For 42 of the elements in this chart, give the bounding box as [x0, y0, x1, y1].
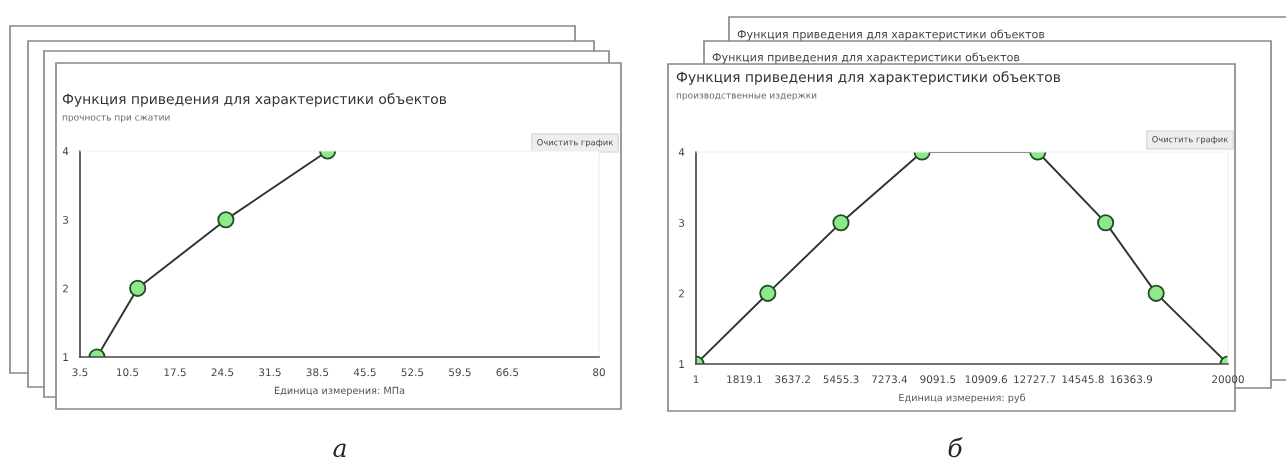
y-tick-label: 1: [63, 353, 68, 361]
x-tick-label: 16363.9: [1110, 375, 1153, 384]
chart-subtitle: производственные издержки: [676, 93, 817, 101]
text: а: [333, 443, 346, 458]
y-tick-label: 3: [63, 215, 69, 224]
chart-title: Функция приведения для характеристики объектов: [62, 93, 447, 107]
x-tick-label: 3637.2: [775, 375, 810, 384]
x-tick-label: 12727.7: [1014, 375, 1056, 384]
text: Функция приведения для характеристики объектов: [737, 29, 1045, 41]
x-tick-label: 5455.3: [823, 375, 859, 384]
x-tick-label: 1: [693, 375, 699, 384]
y-tick-label: 4: [678, 148, 685, 156]
x-tick-label: 38.5: [306, 368, 329, 377]
x-tick-label: 20000: [1212, 375, 1244, 384]
x-tick-label: 59.5: [449, 368, 471, 377]
x-tick-label: 31.5: [259, 368, 281, 377]
x-tick-label: 1819.1: [727, 375, 762, 384]
x-tick-label: 14545.8: [1062, 375, 1104, 384]
y-tick-label: 3: [679, 218, 685, 227]
x-axis-title: Единица измерения: руб: [899, 393, 1026, 404]
y-tick-label: 4: [62, 147, 69, 155]
y-tick-label: 2: [63, 284, 68, 293]
x-tick-label: 66.5: [496, 368, 519, 377]
text: Очистить график: [1152, 136, 1228, 145]
y-tick-label: 2: [679, 289, 684, 298]
y-tick-label: 1: [679, 360, 684, 368]
x-tick-label: 10909.6: [965, 375, 1008, 384]
x-tick-label: 9091.5: [920, 375, 956, 384]
chart-title: Функция приведения для характеристики объектов: [676, 71, 1061, 85]
x-tick-label: 52.5: [401, 368, 424, 377]
text: Функция приведения для характеристики объектов: [712, 52, 1020, 64]
x-axis-title: Единица измерения: МПа: [274, 386, 405, 396]
x-tick-label: 45.5: [353, 368, 376, 377]
x-tick-label: 17.5: [164, 368, 186, 377]
text: Очистить график: [537, 139, 613, 148]
chart-subtitle: прочность при сжатии: [62, 115, 170, 123]
x-tick-label: 80: [593, 368, 605, 377]
x-tick-label: 24.5: [211, 368, 234, 377]
x-tick-label: 10.5: [117, 368, 139, 377]
x-tick-label: 3.5: [72, 368, 88, 377]
text: б: [948, 437, 963, 458]
x-tick-label: 7273.4: [872, 375, 908, 384]
